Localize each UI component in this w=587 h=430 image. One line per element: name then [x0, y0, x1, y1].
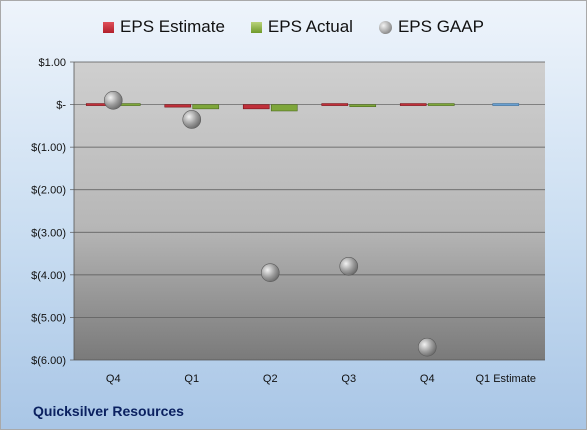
bar-eps-actual — [192, 104, 220, 110]
bar-eps-actual — [270, 104, 298, 112]
gaap-marker — [417, 337, 437, 357]
x-tick-label: Q1 Estimate — [475, 373, 536, 385]
legend-label-actual: EPS Actual — [267, 17, 353, 36]
bar-eps-estimate — [242, 104, 270, 110]
bar-eps-actual — [349, 104, 377, 107]
legend-item-gaap: EPS GAAP — [378, 17, 484, 37]
legend: EPS Estimate EPS Actual EPS GAAP — [1, 17, 586, 37]
y-tick-label: $(5.00) — [31, 312, 66, 324]
company-name: Quicksilver Resources — [33, 403, 184, 419]
gaap-marker — [182, 110, 202, 129]
y-tick-label: $(2.00) — [31, 185, 66, 197]
legend-label-estimate: EPS Estimate — [120, 17, 225, 36]
y-tick-label: $1.00 — [38, 57, 66, 69]
bar-eps-actual — [427, 103, 455, 106]
y-tick-label: $(6.00) — [31, 355, 66, 367]
x-tick-label: Q3 — [341, 373, 356, 385]
y-tick-label: $- — [56, 100, 66, 112]
legend-label-gaap: EPS GAAP — [397, 17, 484, 36]
actual-swatch-icon — [250, 21, 262, 33]
plot-area — [74, 62, 545, 360]
gaap-marker — [103, 91, 123, 110]
gaap-swatch-icon — [378, 20, 392, 34]
y-tick-label: $(4.00) — [31, 270, 66, 282]
legend-item-actual: EPS Actual — [250, 17, 353, 37]
gaap-marker — [339, 257, 359, 276]
x-tick-label: Q4 — [106, 373, 121, 385]
bar-eps-estimate — [399, 103, 427, 106]
y-tick-label: $(1.00) — [31, 142, 66, 154]
x-tick-label: Q2 — [263, 373, 278, 385]
bar-eps-estimate — [164, 104, 192, 108]
estimate-swatch-icon — [103, 21, 115, 33]
bar-eps-estimate — [321, 103, 349, 106]
y-tick-label: $(3.00) — [31, 227, 66, 239]
legend-item-estimate: EPS Estimate — [103, 17, 225, 37]
gaap-marker — [260, 263, 280, 283]
x-tick-label: Q4 — [420, 373, 435, 385]
bar-q1-estimate — [492, 103, 520, 106]
x-tick-label: Q1 — [184, 373, 199, 385]
